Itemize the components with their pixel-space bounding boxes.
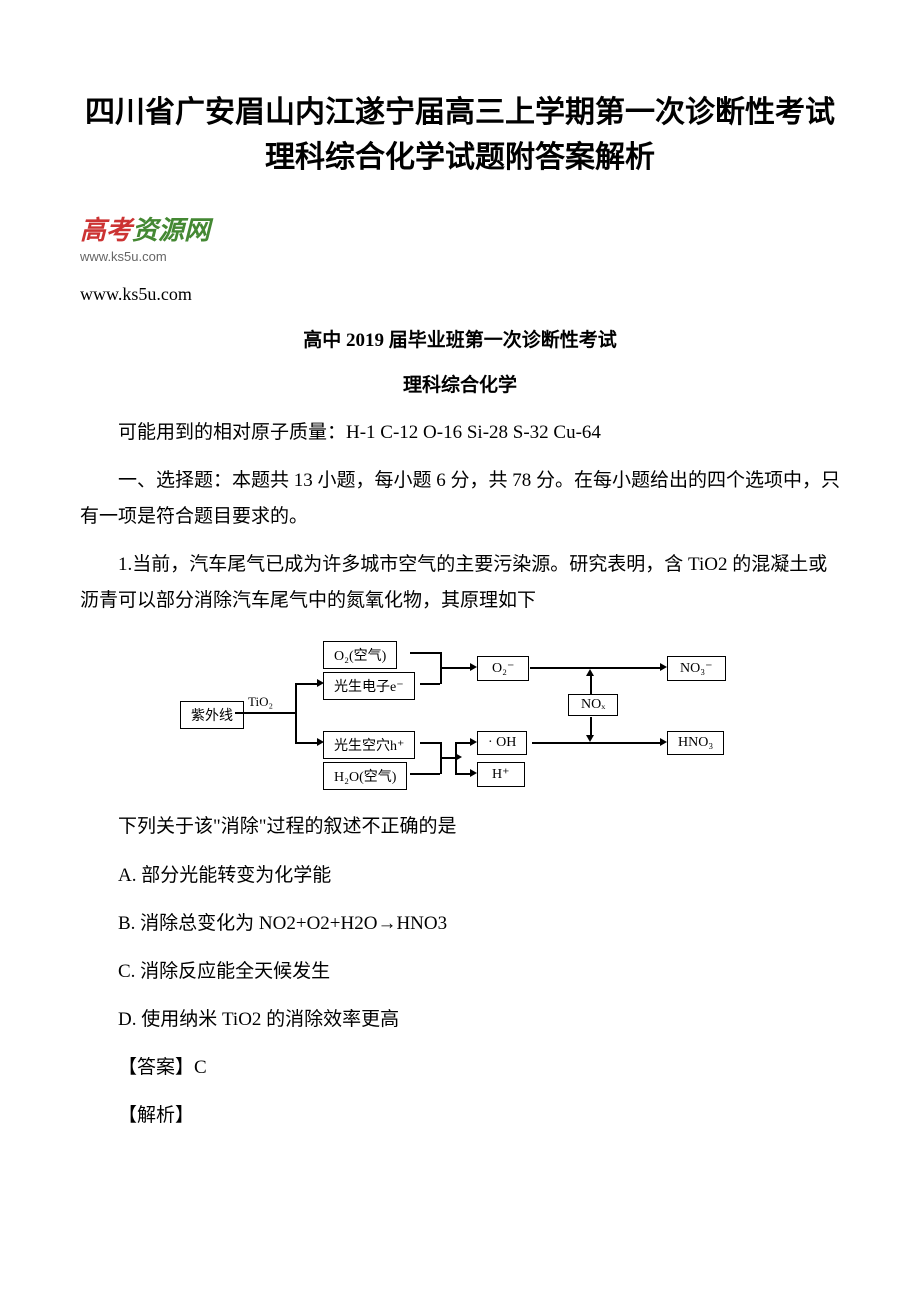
question-1-text: 1.当前，汽车尾气已成为许多城市空气的主要污染源。研究表明，含 TiO2 的混凝… [80, 547, 840, 619]
logo-small-url: www.ks5u.com [80, 249, 840, 264]
diagram-line [235, 712, 295, 714]
diagram-line [455, 773, 470, 775]
logo-red-text: 高考 [80, 216, 132, 245]
node-o2-air: O₂(空气) [323, 641, 397, 669]
node-o2-minus: O₂⁻ [477, 656, 529, 681]
answer-line: 【答案】C [80, 1050, 840, 1086]
exam-subtitle2: 理科综合化学 [80, 370, 840, 397]
node-electron: 光生电子e⁻ [323, 672, 415, 700]
diagram-line [410, 652, 440, 654]
node-h-plus: H⁺ [477, 762, 525, 787]
logo-block: 高考资源网 www.ks5u.com [80, 210, 840, 264]
node-uv: 紫外线 [180, 701, 244, 729]
logo-text: 高考资源网 [80, 210, 840, 247]
diagram-line [532, 742, 660, 744]
diagram-line [590, 717, 592, 735]
diagram-line [410, 773, 440, 775]
diagram-container: 紫外线 TiO₂ 光生电子e⁻ 光生空穴h⁺ O₂(空气) H₂O(空气) [80, 639, 840, 789]
node-no3-minus: NO₃⁻ [667, 656, 726, 681]
diagram-line [420, 683, 440, 685]
diagram-line [586, 669, 594, 676]
diagram-line [530, 667, 660, 669]
node-h2o-air: H₂O(空气) [323, 762, 407, 790]
analysis-line: 【解析】 [80, 1098, 840, 1134]
diagram-line [590, 676, 592, 694]
node-nox: NOₓ [568, 694, 618, 716]
option-c: C. 消除反应能全天候发生 [80, 954, 840, 990]
diagram-line [455, 742, 457, 774]
option-b: B. 消除总变化为 NO2+O2+H2O→HNO3 [80, 906, 840, 942]
question-followup: 下列关于该"消除"过程的叙述不正确的是 [80, 809, 840, 845]
exam-subtitle: 高中 2019 届毕业班第一次诊断性考试 [80, 325, 840, 352]
diagram-line [295, 742, 317, 744]
section-intro: 一、选择题：本题共 13 小题，每小题 6 分，共 78 分。在每小题给出的四个… [80, 463, 840, 535]
node-hno3: HNO₃ [667, 731, 724, 755]
logo-green-text: 资源网 [132, 216, 210, 245]
diagram-line [440, 757, 455, 759]
option-d: D. 使用纳米 TiO2 的消除效率更高 [80, 1002, 840, 1038]
flowchart-diagram: 紫外线 TiO₂ 光生电子e⁻ 光生空穴h⁺ O₂(空气) H₂O(空气) [180, 639, 740, 789]
url-line: www.ks5u.com [80, 284, 840, 305]
diagram-line [420, 742, 440, 744]
tio2-label: TiO₂ [248, 694, 273, 710]
diagram-line [455, 742, 470, 744]
diagram-line [440, 667, 470, 669]
atomic-mass-line: 可能用到的相对原子质量：H-1 C-12 O-16 Si-28 S-32 Cu-… [80, 415, 840, 451]
diagram-line [295, 683, 317, 685]
node-hole: 光生空穴h⁺ [323, 731, 415, 759]
diagram-line [295, 683, 297, 743]
option-a: A. 部分光能转变为化学能 [80, 858, 840, 894]
node-oh: · OH [477, 731, 527, 755]
document-main-title: 四川省广安眉山内江遂宁届高三上学期第一次诊断性考试理科综合化学试题附答案解析 [80, 90, 840, 180]
